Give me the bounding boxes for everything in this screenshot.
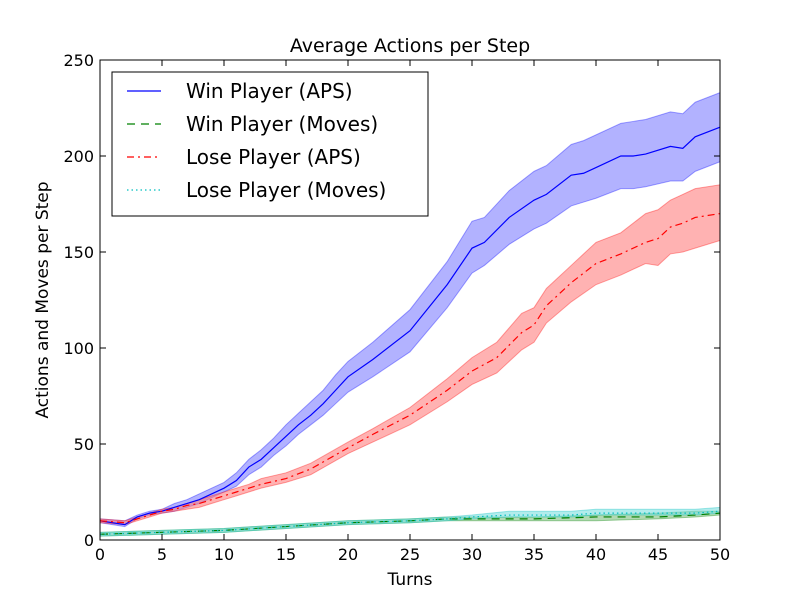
x-tick-label: 20	[338, 545, 358, 564]
y-tick-label: 200	[63, 147, 94, 166]
x-tick-label: 5	[157, 545, 167, 564]
chart-title: Average Actions per Step	[290, 35, 530, 57]
legend: Win Player (APS) Win Player (Moves) Lose P…	[111, 71, 429, 217]
legend-label-win-player-aps: Win Player (APS)	[186, 79, 353, 103]
x-tick-label: 50	[710, 545, 730, 564]
legend-label-lose-player-aps: Lose Player (APS)	[186, 145, 361, 169]
y-axis-label: Actions and Moves per Step	[33, 181, 53, 418]
x-axis-ticks: 0 5 10 15 20 25 30 35 40 45 50	[95, 60, 730, 564]
band-lose-player-moves	[99, 506, 721, 537]
legend-label-lose-player-moves: Lose Player (Moves)	[186, 178, 386, 202]
line-lose-player-aps	[99, 213, 721, 524]
line-win-player-aps	[99, 126, 721, 526]
x-tick-label: 30	[462, 545, 482, 564]
y-tick-label: 250	[63, 51, 94, 70]
x-tick-label: 25	[400, 545, 420, 564]
legend-label-win-player-moves: Win Player (Moves)	[186, 112, 378, 136]
y-tick-label: 150	[63, 243, 94, 262]
x-tick-label: 15	[276, 545, 296, 564]
series-lines	[99, 126, 721, 535]
y-axis-ticks: 0 50 100 150 200 250	[63, 51, 720, 550]
x-axis-label: Turns	[387, 570, 433, 590]
x-tick-label: 35	[524, 545, 544, 564]
band-lose-player-aps	[99, 184, 721, 526]
legend-box	[111, 71, 429, 217]
y-tick-label: 100	[63, 339, 94, 358]
line-lose-player-moves	[99, 510, 721, 535]
x-tick-label: 40	[586, 545, 606, 564]
y-tick-label: 0	[84, 531, 94, 550]
x-tick-label: 0	[95, 545, 105, 564]
y-tick-label: 50	[74, 435, 94, 454]
x-tick-label: 10	[214, 545, 234, 564]
x-tick-label: 45	[648, 545, 668, 564]
